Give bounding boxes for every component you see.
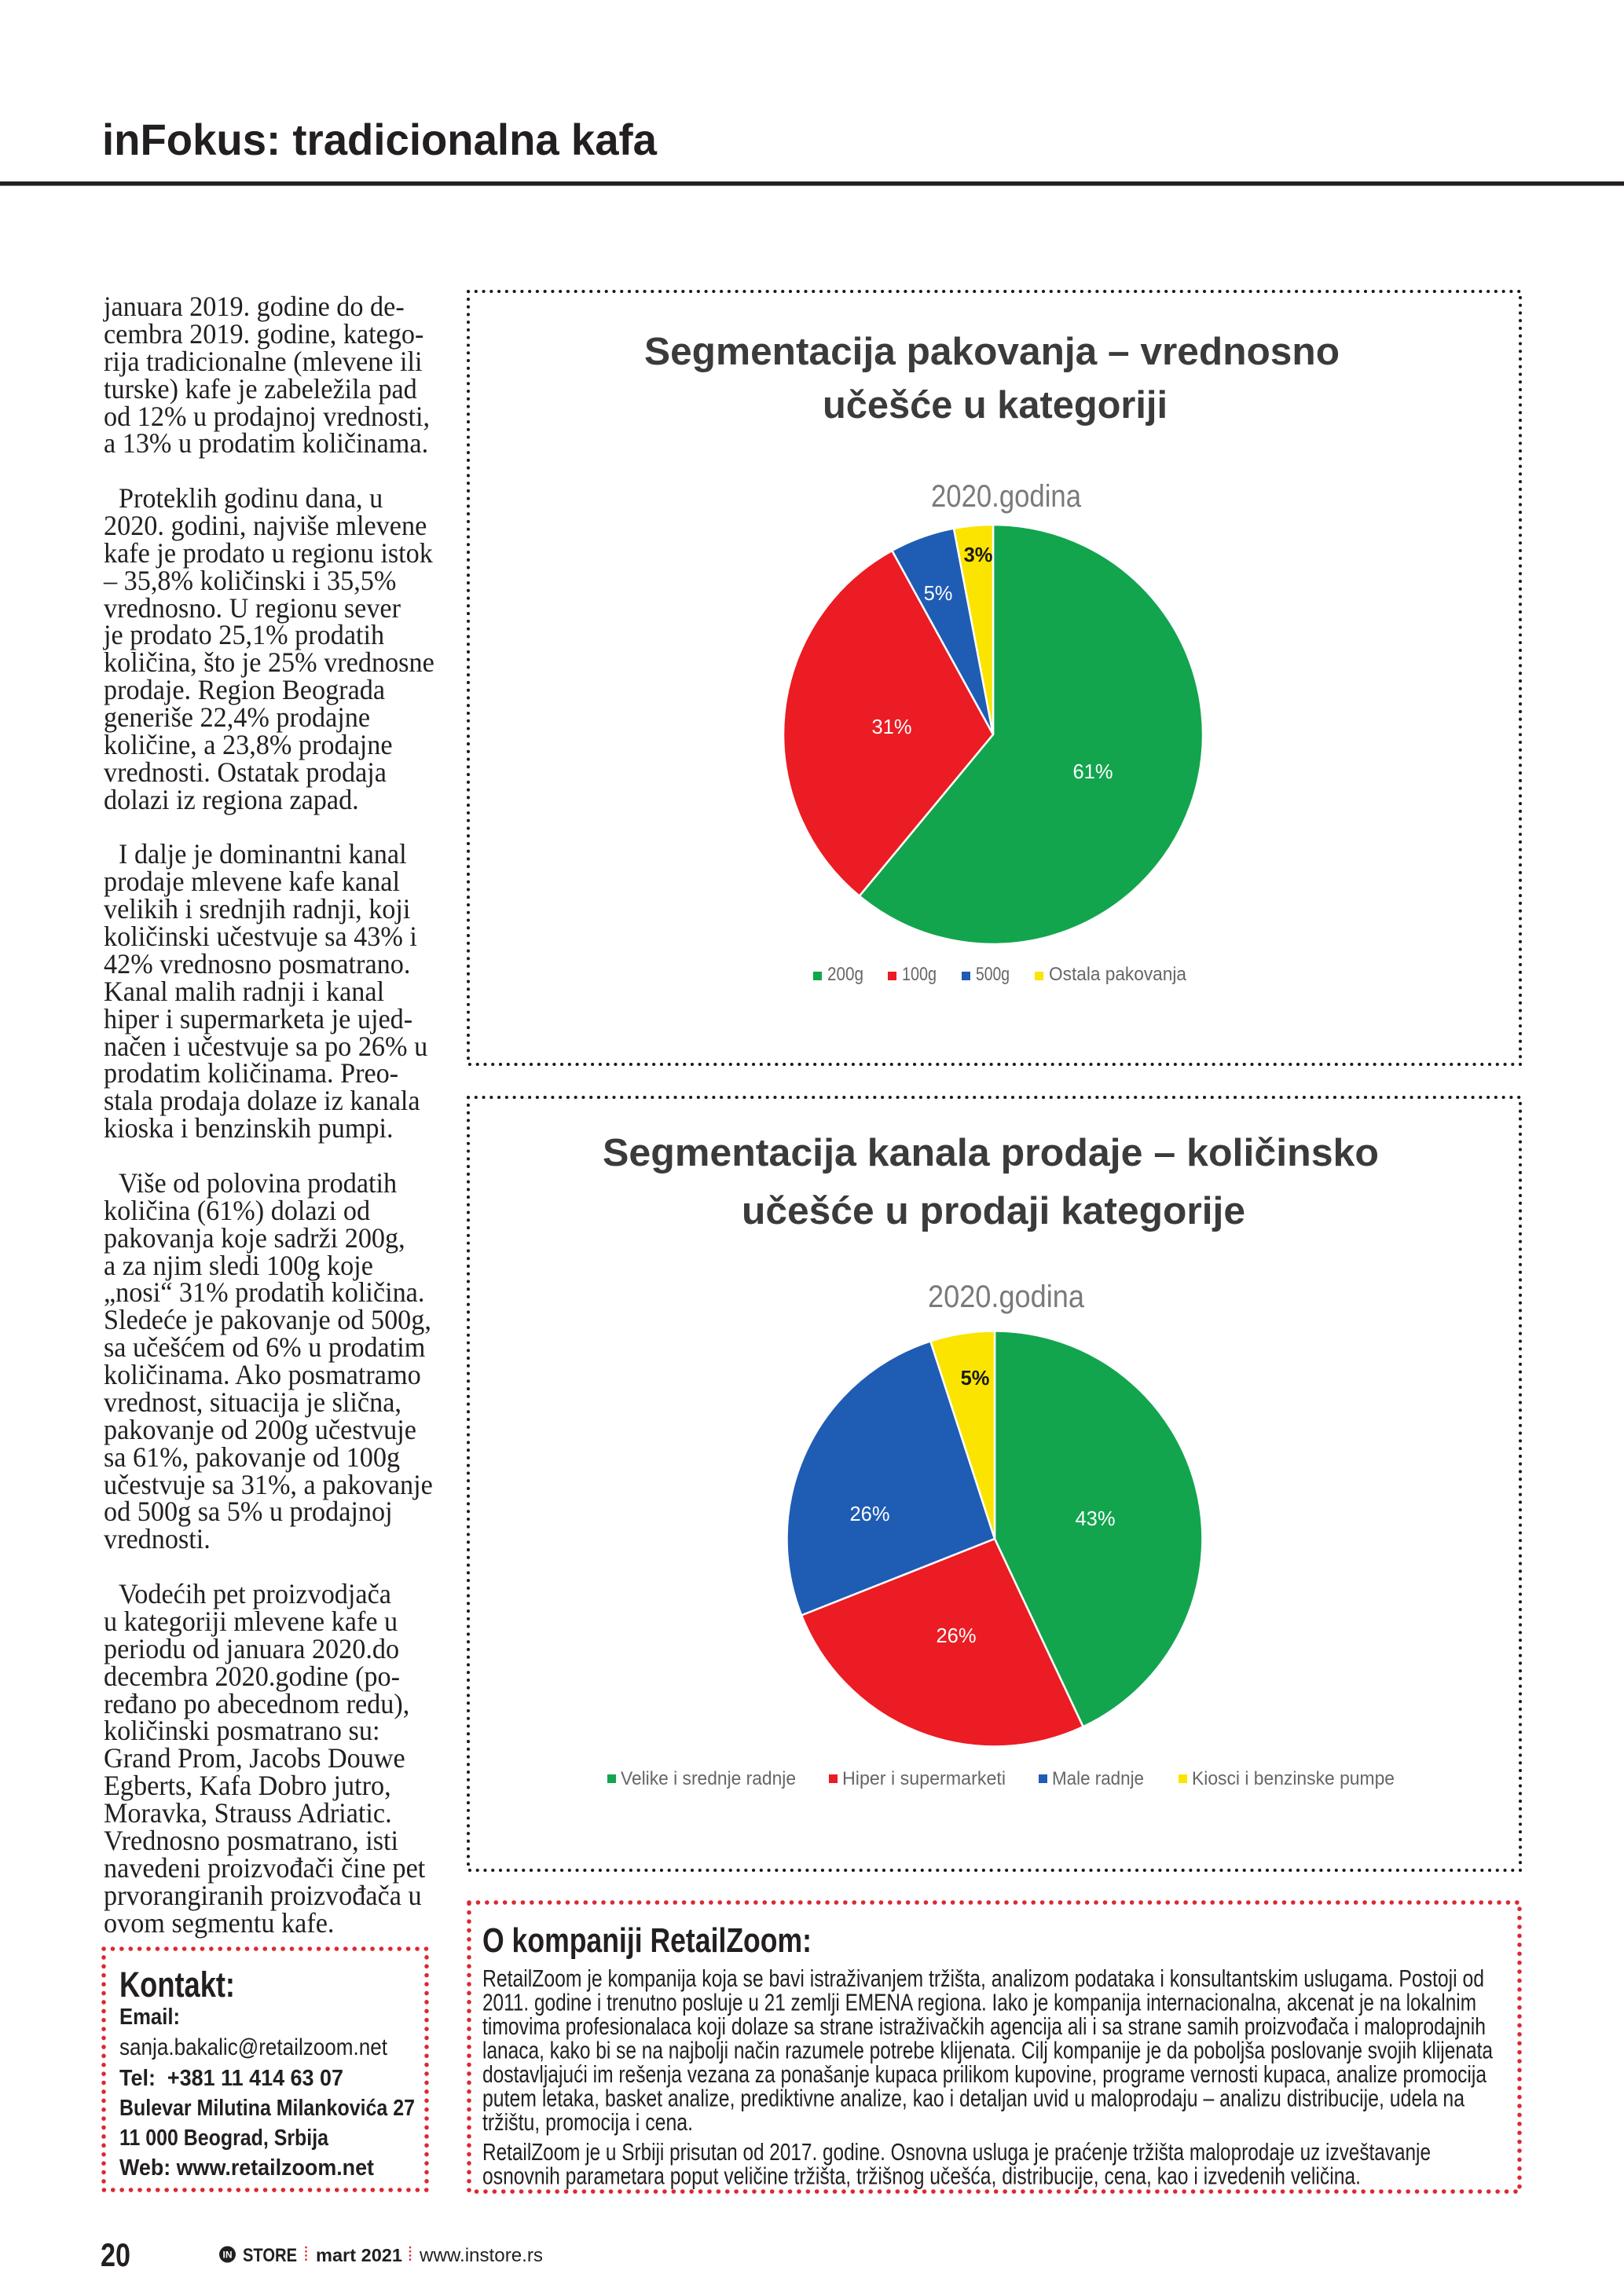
svg-text:5%: 5% <box>961 1368 990 1390</box>
svg-text:učešće u kategoriji: učešće u kategoriji <box>823 384 1168 427</box>
svg-text:26%: 26% <box>849 1503 889 1525</box>
svg-text:500g: 500g <box>976 964 1010 985</box>
svg-text:Kontakt:: Kontakt: <box>119 1965 235 2005</box>
svg-text:Email:: Email: <box>119 2005 180 2030</box>
svg-text:RetailZoom je u Srbiji prisuta: RetailZoom je u Srbiji prisutan od 2017.… <box>482 2138 1431 2166</box>
svg-text:osnovnih parametara poput veli: osnovnih parametara poput veličine tržiš… <box>482 2162 1361 2190</box>
svg-text:timovima profesionalaca koji d: timovima profesionalaca koji dolaze sa s… <box>482 2012 1486 2040</box>
svg-text:31%: 31% <box>871 716 911 738</box>
svg-text:dostavljajući im rešenja vezan: dostavljajući im rešenja vezana za ponaš… <box>482 2060 1487 2088</box>
svg-text:2020.godina: 2020.godina <box>928 1280 1085 1314</box>
svg-text:IN: IN <box>223 2250 233 2261</box>
svg-text:tržištu, promocija i cena.: tržištu, promocija i cena. <box>482 2108 693 2136</box>
svg-text:Ostala pakovanja: Ostala pakovanja <box>1049 964 1187 985</box>
svg-text:11 000 Beograd, Srbija: 11 000 Beograd, Srbija <box>119 2126 329 2151</box>
svg-text:Velike i srednje radnje: Velike i srednje radnje <box>621 1768 796 1789</box>
svg-text:sanja.bakalic@retailzoom.net: sanja.bakalic@retailzoom.net <box>119 2034 387 2060</box>
svg-text:26%: 26% <box>936 1625 976 1647</box>
svg-text:2020.godina: 2020.godina <box>931 479 1082 514</box>
svg-text:učešće u prodaji kategorije: učešće u prodaji kategorije <box>742 1190 1245 1232</box>
svg-text:RetailZoom je kompanija koja s: RetailZoom je kompanija koja se bavi ist… <box>482 1965 1484 1992</box>
svg-text:20: 20 <box>101 2236 130 2273</box>
svg-text:Segmentacija kanala prodaje –: Segmentacija kanala prodaje – količinsko <box>603 1132 1379 1174</box>
svg-text:Male radnje: Male radnje <box>1052 1768 1144 1789</box>
svg-text:61%: 61% <box>1072 761 1113 783</box>
svg-text:200g: 200g <box>827 964 863 985</box>
svg-text:STORE: STORE <box>243 2245 297 2266</box>
svg-text:www.instore.rs: www.instore.rs <box>419 2245 543 2266</box>
svg-text:putem letaka, basket analize,: putem letaka, basket analize, prediktivn… <box>482 2085 1465 2112</box>
svg-text:O kompaniji RetailZoom:: O kompaniji RetailZoom: <box>482 1921 812 1960</box>
svg-text:Kiosci i benzinske pumpe: Kiosci i benzinske pumpe <box>1192 1768 1395 1789</box>
svg-text:3%: 3% <box>964 544 993 566</box>
svg-text:100g: 100g <box>902 964 937 985</box>
svg-text:43%: 43% <box>1075 1508 1115 1530</box>
svg-text:lanaca, kako bi se na najbolji: lanaca, kako bi se na najbolji način raz… <box>482 2037 1494 2064</box>
svg-text:2011. godine i trenutno posluj: 2011. godine i trenutno posluje u 21 zem… <box>482 1989 1476 2016</box>
svg-text:Hiper i supermarketi: Hiper i supermarketi <box>842 1768 1006 1789</box>
svg-text:5%: 5% <box>924 583 953 605</box>
svg-text:inFokus: tradicionalna kafa: inFokus: tradicionalna kafa <box>102 115 658 164</box>
svg-text:Segmentacija pakovanja – vredn: Segmentacija pakovanja – vrednosno <box>644 331 1340 373</box>
svg-text:Bulevar Milutina Milankovića 2: Bulevar Milutina Milankovića 27 <box>119 2096 415 2121</box>
svg-text:Tel: +381 11 414 63 07: Tel: +381 11 414 63 07 <box>119 2066 343 2091</box>
svg-text:mart 2021: mart 2021 <box>316 2245 402 2265</box>
svg-text:Web: www.retailzoom.net: Web: www.retailzoom.net <box>119 2155 374 2181</box>
